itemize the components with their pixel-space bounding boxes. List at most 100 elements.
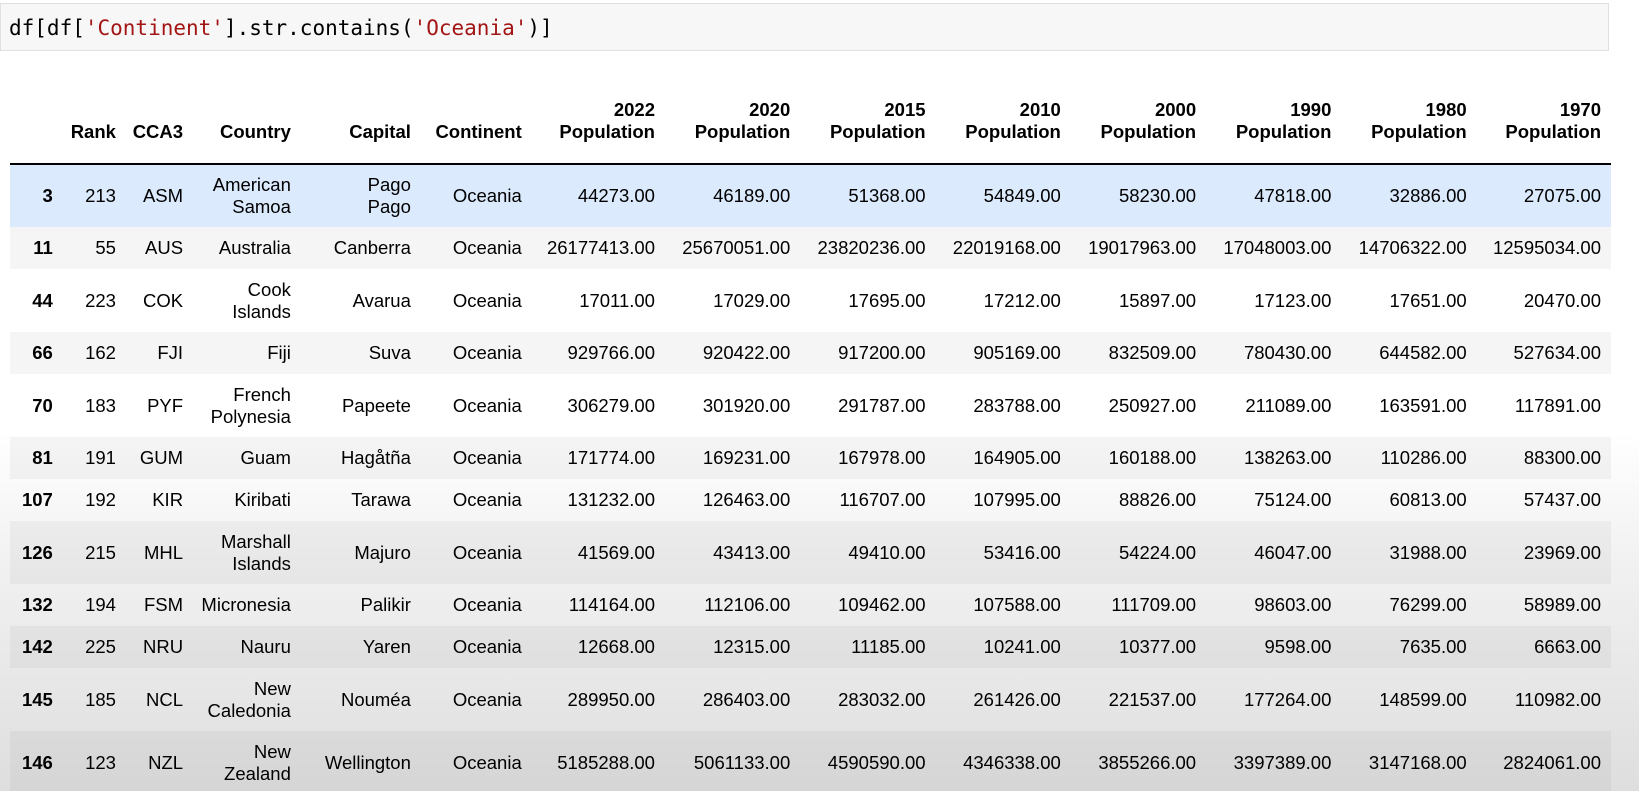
table-cell: 107588.00	[973, 594, 1061, 615]
table-cell: 123	[85, 751, 116, 773]
table-cell: 12595034.00	[1492, 237, 1601, 258]
table-cell: 51368.00	[848, 185, 926, 206]
table-cell: 27075.00	[1523, 185, 1601, 206]
table-cell: 54224.00	[1118, 541, 1197, 563]
table-cell: 23820236.00	[817, 237, 926, 258]
table-cell: 43413.00	[713, 541, 791, 563]
table-cell: Oceania	[452, 237, 522, 258]
column-header-line: Continent	[435, 121, 522, 142]
column-header-line: Population	[1505, 121, 1601, 142]
cell-text-line: American	[212, 174, 291, 195]
column-header: 2020 Population	[664, 82, 801, 165]
table-row[interactable]: 146 123 NZL New Zealand Wellington Oceania 5185…	[10, 731, 1611, 791]
column-header-line: 2020	[749, 99, 791, 120]
table-cell: 46047.00	[1254, 541, 1332, 563]
table-cell: 55	[95, 237, 116, 258]
table-cell: 5185288.00	[557, 751, 655, 773]
cell-output: Rank CCA3 Country Capital Continent 2022 Popul…	[10, 82, 1611, 791]
cell-text-line: Canberra	[333, 237, 411, 258]
row-index: 66	[32, 342, 53, 363]
table-cell: 286403.00	[702, 688, 791, 710]
code-text: )]	[527, 16, 553, 40]
table-cell: 291787.00	[838, 394, 926, 416]
table-cell: 41569.00	[577, 541, 655, 563]
table-cell: Oceania	[452, 688, 522, 710]
table-cell: 215	[85, 541, 116, 563]
table-row[interactable]: 81 191 GUM Guam Hagåtña Oceania 171774.00 16923…	[10, 437, 1611, 479]
table-cell: 49410.00	[848, 541, 926, 563]
table-cell: GUM	[139, 447, 184, 468]
table-row[interactable]: 107 192 KIR Kiribati Tarawa Oceania 131232.00 1…	[10, 479, 1611, 521]
country-cell: American Samoa	[193, 164, 301, 227]
table-row[interactable]: 126 215 MHL Marshall Islands Majuro Oceania 415…	[10, 521, 1611, 584]
table-cell: 20470.00	[1523, 289, 1601, 311]
table-row[interactable]: 132 194 FSM Micronesia Palikir Oceania 114164.…	[10, 584, 1611, 626]
table-cell: 301920.00	[702, 394, 791, 416]
column-header: 2015 Population	[800, 82, 936, 165]
table-cell: 17011.00	[579, 289, 655, 311]
column-header: Rank	[60, 82, 126, 165]
table-cell: 11185.00	[851, 636, 926, 657]
table-cell: 54849.00	[983, 185, 1061, 206]
cell-text-line: French	[233, 383, 291, 405]
table-cell: 250927.00	[1108, 394, 1197, 416]
country-cell: Cook Islands	[193, 269, 301, 332]
table-cell: 160188.00	[1108, 447, 1197, 468]
table-cell: 527634.00	[1513, 342, 1601, 363]
table-row[interactable]: 11 55 AUS Australia Canberra Oceania 26177413.…	[10, 227, 1611, 269]
column-header-line: CCA3	[132, 121, 184, 142]
table-cell: 3147168.00	[1368, 751, 1467, 773]
table-cell: 58989.00	[1523, 594, 1601, 615]
cell-text-line: Nouméa	[340, 688, 411, 710]
cell-text-line: Yaren	[362, 636, 411, 657]
table-cell: 26177413.00	[546, 237, 655, 258]
table-cell: Oceania	[452, 751, 522, 773]
column-header-line	[14, 121, 51, 143]
table-cell: 116707.00	[839, 489, 926, 510]
table-cell: 46189.00	[713, 185, 791, 206]
table-row[interactable]: 66 162 FJI Fiji Suva Oceania 929766.00 920422.0…	[10, 332, 1611, 374]
table-cell: 644582.00	[1379, 342, 1467, 363]
table-cell: 110982.00	[1514, 688, 1601, 710]
table-cell: 221537.00	[1108, 688, 1197, 710]
cell-text-line: Samoa	[232, 196, 291, 217]
table-cell: 15897.00	[1118, 289, 1197, 311]
table-row[interactable]: 70 183 PYF French Polynesia Papeete Oceania 306…	[10, 374, 1611, 437]
column-header-line: 1980	[1425, 99, 1467, 120]
table-cell: 171774.00	[567, 447, 655, 468]
code-cell-input[interactable]: df[df['Continent'].str.contains('Oceania…	[0, 3, 1609, 51]
table-cell: 126463.00	[702, 489, 791, 510]
column-header-line: 2010	[1019, 99, 1061, 120]
table-cell: 107995.00	[973, 489, 1061, 510]
cell-text-line: Suva	[368, 342, 411, 363]
table-cell: 114164.00	[568, 594, 655, 615]
column-header: Country	[193, 82, 301, 165]
column-header-line: Population	[965, 121, 1061, 142]
table-body: 3 213 ASM American Samoa Pago Pago Oceania 44273…	[10, 164, 1611, 791]
table-cell: 17123.00	[1254, 289, 1332, 311]
column-header: CCA3	[125, 82, 194, 165]
table-cell: Oceania	[452, 489, 522, 510]
table-row[interactable]: 142 225 NRU Nauru Yaren Oceania 12668.00 12315.…	[10, 626, 1611, 668]
table-cell: 44273.00	[577, 185, 655, 206]
country-cell: New Zealand	[193, 731, 301, 791]
table-cell: 192	[85, 489, 116, 510]
table-cell: 138263.00	[1243, 447, 1332, 468]
column-header: 2022 Population	[531, 82, 665, 165]
table-cell: 3397389.00	[1233, 751, 1332, 773]
table-cell: FJI	[157, 342, 184, 363]
table-row[interactable]: 44 223 COK Cook Islands Avarua Oceania 17011.00…	[10, 269, 1611, 332]
table-cell: 117891.00	[1514, 394, 1601, 416]
table-cell: 19017963.00	[1088, 237, 1197, 258]
cell-text-line: Avarua	[352, 289, 411, 311]
cell-text-line: Hagåtña	[340, 447, 411, 468]
table-cell: NZL	[148, 751, 184, 773]
capital-cell: Yaren	[301, 626, 421, 668]
table-cell: 75124.00	[1254, 489, 1332, 510]
cell-text-line: Papeete	[341, 394, 411, 416]
column-header-line: Population	[1100, 121, 1197, 142]
table-row[interactable]: 3 213 ASM American Samoa Pago Pago Oceania 44273…	[10, 164, 1611, 227]
cell-text-line: Nauru	[240, 636, 291, 657]
table-row[interactable]: 145 185 NCL New Caledonia Nouméa Oceania 289950…	[10, 668, 1611, 731]
table-cell: 213	[85, 185, 116, 206]
